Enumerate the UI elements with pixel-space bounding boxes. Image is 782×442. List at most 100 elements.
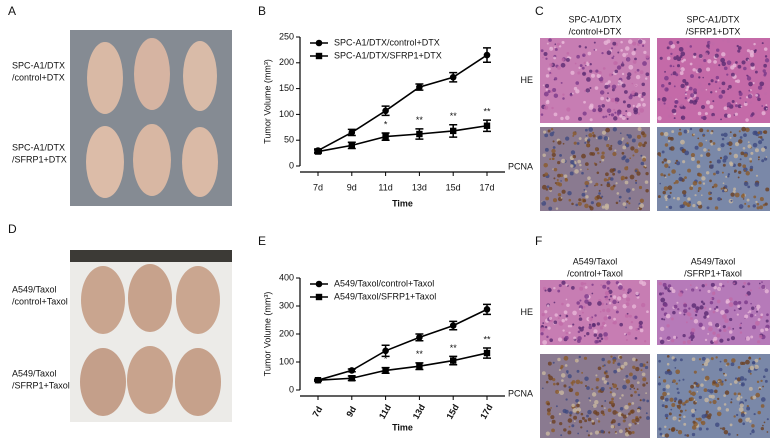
cell [736, 89, 739, 92]
cell [548, 186, 553, 191]
cell [667, 370, 673, 376]
y-tick-label: 150 [279, 83, 294, 93]
cell [677, 391, 680, 395]
cell [548, 206, 553, 211]
cell [558, 321, 564, 326]
cell [641, 82, 645, 87]
cell [693, 319, 699, 324]
cell [666, 354, 670, 358]
cell [547, 89, 551, 93]
cell [665, 88, 669, 91]
cell [698, 64, 703, 69]
cell [693, 52, 697, 56]
cell [729, 423, 733, 427]
cell [547, 287, 552, 293]
cell [758, 140, 763, 145]
cell [598, 333, 603, 338]
image-label: /SFRP1+DTX [686, 26, 741, 36]
cell [607, 84, 611, 88]
cell [586, 143, 590, 147]
cell [668, 205, 673, 210]
cell [588, 323, 592, 326]
cell [726, 73, 729, 76]
cell [561, 379, 564, 382]
cell [595, 374, 598, 377]
cell [691, 184, 693, 187]
cell [673, 304, 678, 309]
cell [709, 164, 714, 169]
cell [606, 308, 611, 313]
cell [589, 399, 592, 402]
cell [739, 403, 744, 408]
cell [657, 97, 661, 101]
cell [730, 88, 733, 91]
cell [584, 141, 587, 144]
cell [592, 131, 595, 135]
cell [706, 44, 710, 48]
cell [744, 378, 747, 381]
cell [564, 177, 568, 181]
cell [614, 69, 619, 74]
cell [663, 102, 666, 105]
cell [745, 171, 750, 176]
cell [703, 58, 707, 63]
cell [642, 44, 645, 47]
cell [633, 107, 639, 113]
cell [676, 64, 681, 68]
cell [667, 114, 672, 118]
cell [634, 390, 637, 394]
cell [591, 292, 594, 295]
cell [665, 313, 671, 319]
cell [700, 104, 706, 110]
cell [583, 334, 586, 337]
cell [720, 310, 725, 315]
cell [545, 380, 549, 384]
cell [577, 401, 581, 405]
cell [557, 140, 562, 145]
cell [606, 287, 610, 290]
cell [722, 427, 726, 431]
cell [687, 99, 690, 102]
cell [682, 78, 687, 83]
cell [617, 170, 621, 174]
cell [644, 77, 648, 80]
cell [708, 307, 712, 311]
cell [763, 421, 766, 424]
cell [541, 327, 545, 330]
cell [668, 412, 672, 416]
cell [568, 386, 571, 389]
cell [714, 389, 718, 394]
cell [713, 60, 717, 64]
cell [600, 404, 604, 408]
cell [664, 370, 669, 375]
cell [548, 316, 553, 320]
cell [696, 390, 699, 393]
cell [748, 310, 752, 313]
cell [747, 311, 750, 314]
cell [585, 184, 589, 188]
cell [677, 430, 683, 435]
cell [562, 41, 565, 44]
cell [545, 196, 550, 201]
cell [733, 153, 739, 159]
cell [560, 180, 562, 182]
cell [664, 75, 669, 81]
cell [597, 151, 600, 155]
cell [595, 377, 600, 382]
cell [718, 64, 721, 67]
cell [565, 115, 570, 121]
cell [711, 185, 715, 189]
cell [754, 182, 760, 187]
cell [594, 314, 597, 317]
cell [763, 92, 768, 96]
cell [678, 176, 683, 182]
cell [659, 101, 664, 106]
cell [583, 305, 586, 309]
cell [749, 157, 752, 161]
cell [737, 304, 741, 309]
cell [764, 202, 768, 206]
cell [584, 203, 589, 209]
cell [758, 287, 761, 289]
cell [578, 198, 582, 202]
cell [598, 189, 601, 192]
